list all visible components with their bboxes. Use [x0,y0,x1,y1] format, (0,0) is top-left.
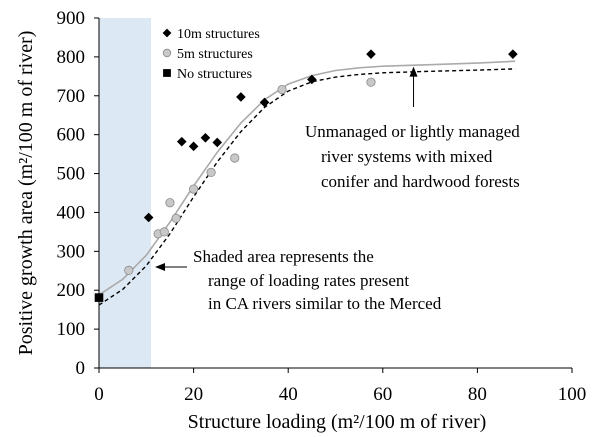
x-tick-label: 40 [279,384,298,405]
tick-labels-layer: 0 100 200 300 400 500 600 700 800 900 0 20 40 60 80 100 [57,8,587,405]
legend-label: 5m structures [177,47,253,62]
point-10m [236,92,246,102]
point-no-structures [94,293,104,302]
y-tick-label: 700 [57,86,86,107]
point-5m [165,198,175,208]
fit-line-solid [98,60,516,296]
data-points-layer [94,49,518,302]
annotation-forest-line: conifer and hardwood forests [321,172,520,191]
annotation-arrowhead-forest [409,66,418,77]
point-10m [188,141,199,152]
annotations-layer: Unmanaged or lightly managed river system… [155,66,520,313]
y-tick-label: 400 [57,202,86,223]
point-10m [212,137,223,148]
legend-marker-no-structures [163,69,171,77]
x-tick-label: 0 [94,384,104,405]
point-5m [189,184,199,194]
annotation-forest-line: river systems with mixed [321,147,493,166]
y-tick-label: 900 [57,8,86,29]
y-axis-title: Positive growth area (m²/100 m of river) [15,31,37,356]
point-5m [366,77,376,87]
point-5m [206,167,216,177]
legend-marker-5m [162,48,172,58]
annotation-shaded-line: range of loading rates present [208,271,409,290]
annotation-arrowhead-shaded [155,263,166,271]
y-tick-label: 300 [57,241,86,262]
y-tick-label: 200 [57,280,86,301]
point-10m [176,136,187,147]
point-10m [200,132,211,143]
point-5m [230,153,240,163]
point-10m [259,97,270,108]
x-tick-label: 20 [184,384,203,405]
fit-lines-layer [98,60,516,306]
y-tick-label: 0 [76,358,86,379]
point-5m [277,84,287,95]
point-5m [159,227,169,237]
point-5m [171,213,181,223]
legend-label: 10m structures [177,27,260,42]
legend-marker-10m [162,28,172,38]
fit-line-dashed [98,68,516,306]
annotation-forest-line: Unmanaged or lightly managed [305,122,520,141]
point-10m [143,212,154,223]
shaded-region-layer [99,18,152,368]
annotation-shaded-line: in CA rivers similar to the Merced [208,294,442,313]
legend: 10m structures 5m structures No structures [162,27,260,82]
y-tick-label: 500 [57,164,86,185]
y-tick-label: 800 [57,47,86,68]
legend-label: No structures [177,67,252,82]
x-tick-label: 100 [558,384,587,405]
annotation-shaded-line: Shaded area represents the [193,247,374,266]
point-10m [366,49,376,59]
axes-layer [94,17,573,373]
x-tick-label: 60 [373,384,392,405]
shaded-region [99,18,152,368]
x-axis-title: Structure loading (m²/100 m of river) [188,411,487,433]
point-10m [508,49,518,59]
point-5m [124,265,134,275]
y-tick-label: 100 [57,319,86,340]
y-tick-label: 600 [57,125,86,146]
point-10m [307,74,317,85]
x-tick-label: 80 [468,384,487,405]
